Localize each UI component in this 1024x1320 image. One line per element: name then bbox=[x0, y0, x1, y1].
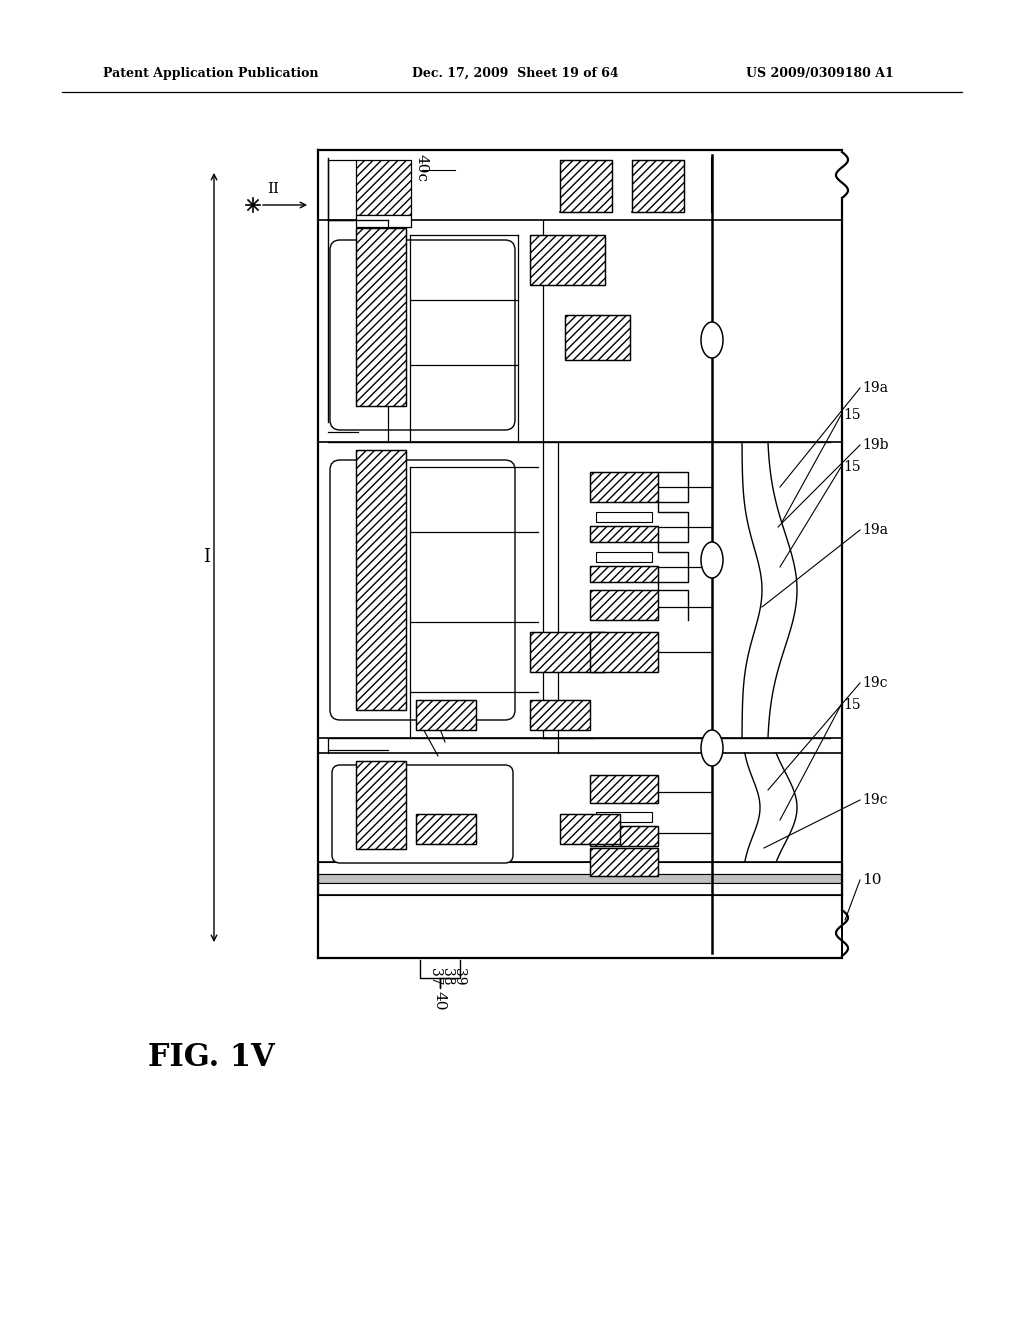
Bar bbox=[416, 700, 476, 730]
Bar bbox=[590, 566, 658, 582]
Bar bbox=[560, 160, 612, 213]
FancyBboxPatch shape bbox=[330, 459, 515, 719]
Text: 15: 15 bbox=[843, 698, 860, 711]
Text: 15: 15 bbox=[843, 459, 860, 474]
Ellipse shape bbox=[701, 730, 723, 766]
Text: Dec. 17, 2009  Sheet 19 of 64: Dec. 17, 2009 Sheet 19 of 64 bbox=[412, 66, 618, 79]
Text: 42a: 42a bbox=[373, 483, 387, 512]
Bar bbox=[318, 883, 842, 895]
Bar bbox=[590, 590, 658, 620]
Bar bbox=[596, 552, 652, 562]
FancyBboxPatch shape bbox=[332, 766, 513, 863]
Bar bbox=[530, 632, 605, 672]
Text: 37: 37 bbox=[428, 968, 442, 986]
Text: 39: 39 bbox=[452, 968, 466, 986]
Bar bbox=[356, 450, 406, 710]
Bar bbox=[530, 700, 590, 730]
Text: Patent Application Publication: Patent Application Publication bbox=[103, 66, 318, 79]
Bar bbox=[590, 632, 658, 672]
Text: 47: 47 bbox=[379, 616, 398, 630]
Text: 10: 10 bbox=[862, 873, 882, 887]
Bar bbox=[596, 812, 652, 822]
Bar bbox=[318, 862, 842, 874]
Bar bbox=[590, 473, 658, 502]
Text: 42b: 42b bbox=[373, 315, 387, 345]
Text: 15: 15 bbox=[843, 408, 860, 422]
Bar bbox=[590, 775, 658, 803]
Text: 19a: 19a bbox=[862, 381, 888, 395]
Text: 19a: 19a bbox=[862, 523, 888, 537]
Bar bbox=[356, 450, 406, 710]
Bar bbox=[356, 228, 406, 407]
Bar bbox=[590, 473, 658, 502]
FancyBboxPatch shape bbox=[330, 240, 515, 430]
Bar bbox=[318, 895, 842, 958]
Text: 46: 46 bbox=[358, 640, 378, 653]
Bar bbox=[318, 874, 842, 883]
Bar bbox=[530, 235, 605, 285]
Bar bbox=[590, 826, 658, 846]
Text: 19b: 19b bbox=[862, 438, 889, 451]
Bar bbox=[632, 160, 684, 213]
Bar bbox=[565, 315, 630, 360]
Bar bbox=[356, 228, 406, 407]
Text: 19c: 19c bbox=[862, 676, 888, 690]
Ellipse shape bbox=[701, 543, 723, 578]
Bar bbox=[530, 235, 605, 285]
Bar bbox=[560, 814, 620, 843]
Bar bbox=[416, 700, 476, 730]
Bar bbox=[356, 762, 406, 849]
Bar bbox=[596, 512, 652, 521]
Bar bbox=[565, 315, 630, 360]
Bar bbox=[590, 525, 658, 543]
Bar bbox=[356, 762, 406, 849]
Bar bbox=[560, 814, 620, 843]
Bar bbox=[530, 632, 605, 672]
Bar bbox=[356, 215, 411, 227]
Text: II: II bbox=[267, 182, 279, 195]
Bar bbox=[590, 826, 658, 846]
Bar bbox=[590, 847, 658, 876]
Bar bbox=[590, 847, 658, 876]
Bar bbox=[590, 525, 658, 543]
Bar bbox=[356, 160, 411, 215]
Bar bbox=[416, 814, 476, 843]
Bar bbox=[590, 590, 658, 620]
Text: I: I bbox=[204, 549, 211, 566]
Text: FIG. 1V: FIG. 1V bbox=[148, 1043, 274, 1073]
Text: 40c: 40c bbox=[415, 154, 429, 182]
Ellipse shape bbox=[701, 322, 723, 358]
Bar bbox=[590, 632, 658, 672]
Text: 40: 40 bbox=[433, 991, 447, 1011]
Bar bbox=[530, 700, 590, 730]
Bar bbox=[632, 160, 684, 213]
Text: US 2009/0309180 A1: US 2009/0309180 A1 bbox=[746, 66, 894, 79]
Text: 19c: 19c bbox=[862, 793, 888, 807]
Text: 38: 38 bbox=[440, 968, 454, 986]
Bar bbox=[590, 775, 658, 803]
Bar bbox=[560, 160, 612, 213]
Bar bbox=[416, 814, 476, 843]
Bar bbox=[590, 566, 658, 582]
